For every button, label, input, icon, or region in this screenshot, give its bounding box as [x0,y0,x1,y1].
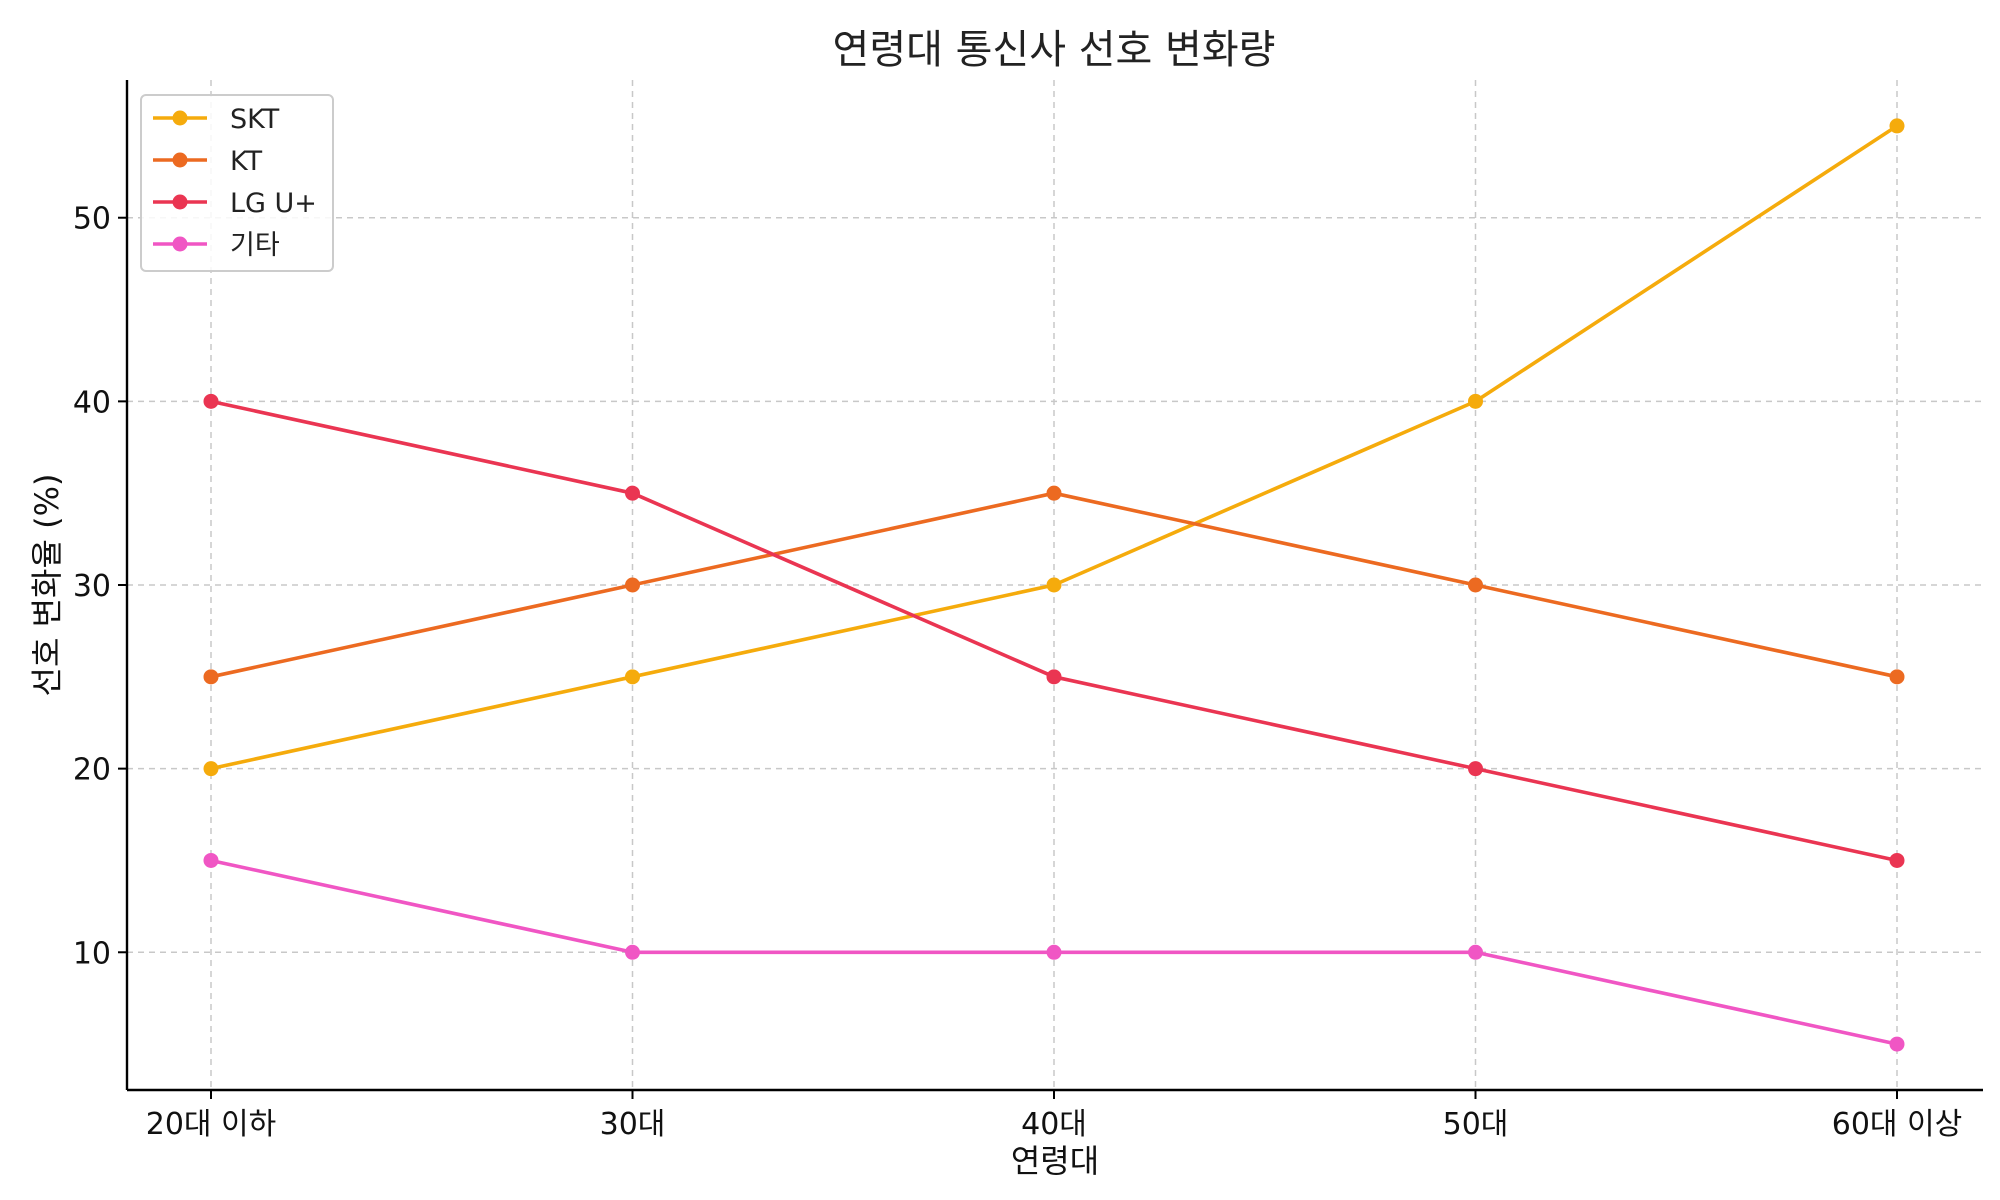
x-tick-label: 40대 [1021,1107,1087,1142]
legend: SKT KT LG U+ 기타 [140,94,334,272]
legend-item: SKT [153,104,280,135]
series-1 [203,485,1905,685]
legend-item: LG U+ [153,188,317,219]
tick-labels: 10 20 30 40 50 20대 이하 30대 40대 50대 60대 이상 [73,202,1962,1142]
legend-item: KT [153,146,263,177]
legend-marker [172,236,188,252]
x-tick-label: 30대 [600,1107,666,1142]
y-tick-label: 20 [73,753,111,788]
legend-marker [172,110,188,126]
data-point [1889,118,1905,134]
x-tick-label: 50대 [1443,1107,1509,1142]
legend-label: 기타 [230,230,280,261]
axes [118,80,1983,1099]
data-point [1889,852,1905,868]
series-lines [203,118,1905,1052]
x-tick-label: 20대 이하 [146,1107,277,1142]
legend-marker [172,152,188,168]
x-axis-label: 연령대 [1011,1142,1099,1180]
y-tick-label: 10 [73,936,111,971]
data-point [203,669,219,685]
data-point [203,852,219,868]
x-tick-label: 60대 이상 [1832,1107,1963,1142]
legend-marker [172,194,188,210]
data-point [1468,944,1483,960]
data-point [625,944,640,960]
data-point [1468,577,1483,593]
legend-label: LG U+ [230,188,317,219]
chart-title: 연령대 통신사 선호 변화량 [833,27,1276,73]
legend-box [140,94,334,272]
data-point [1889,1036,1905,1052]
y-tick-label: 50 [73,202,111,237]
y-tick-label: 30 [73,569,111,604]
data-point [1046,577,1062,593]
y-axis-label: 선호 변화율 (%) [28,474,66,697]
data-point [203,393,219,409]
legend-label: KT [230,146,263,177]
data-point [625,669,640,685]
series-2 [203,393,1905,868]
data-point [625,577,640,593]
data-point [1046,485,1062,501]
legend-label: SKT [230,104,280,135]
data-point [625,485,640,501]
y-tick-label: 40 [73,385,111,420]
data-point [1889,669,1905,685]
grid [127,80,1983,1090]
series-3 [203,852,1905,1052]
data-point [203,761,219,777]
data-point [1468,761,1483,777]
data-point [1046,944,1062,960]
series-0 [203,118,1905,777]
data-point [1046,669,1062,685]
legend-item: 기타 [153,230,280,261]
data-point [1468,393,1483,409]
